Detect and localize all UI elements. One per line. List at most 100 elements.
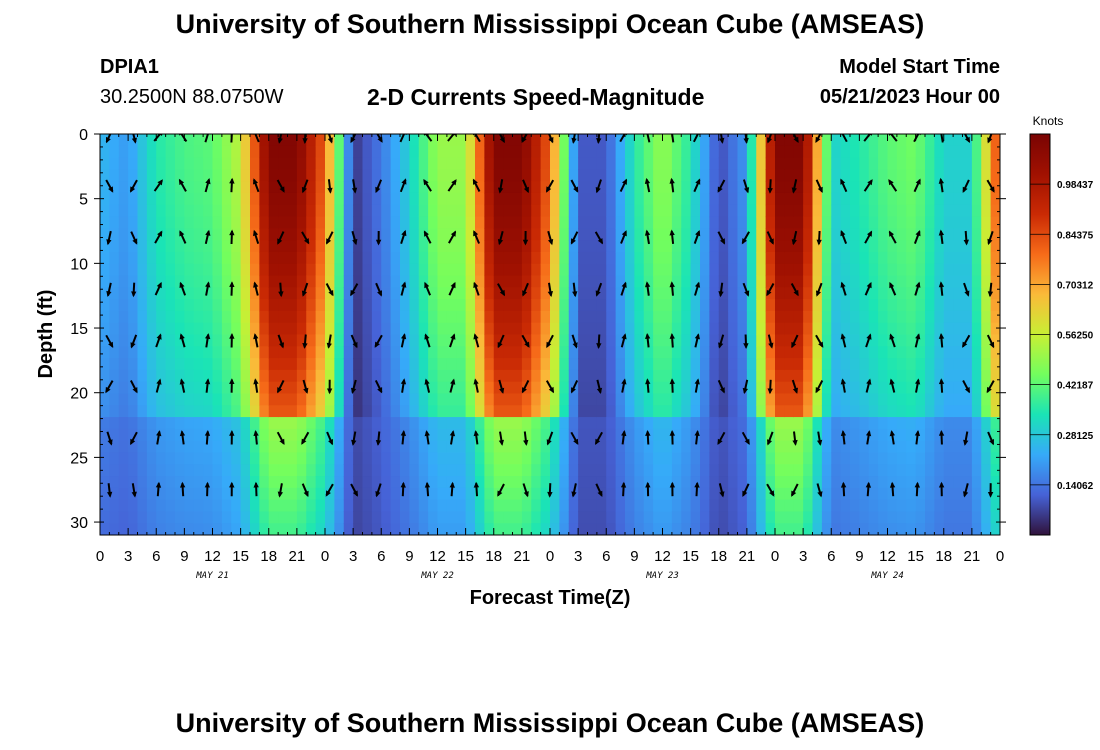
- heatmap-cell: [306, 369, 317, 383]
- heatmap-cell: [868, 499, 879, 513]
- heatmap-cell: [793, 346, 804, 359]
- heatmap-cell: [662, 204, 673, 218]
- heatmap-cell: [334, 157, 345, 170]
- heatmap-cell: [109, 440, 120, 454]
- heatmap-cell: [746, 476, 757, 489]
- heatmap-cell: [325, 322, 335, 336]
- heatmap-cell: [540, 464, 551, 477]
- heatmap-cell: [840, 523, 851, 535]
- heatmap-cell: [193, 216, 204, 229]
- heatmap-cell: [850, 487, 860, 501]
- heatmap-cell: [831, 393, 842, 406]
- heatmap-cell: [821, 181, 832, 194]
- heatmap-cell: [493, 405, 504, 418]
- heatmap-cell: [934, 134, 945, 147]
- heatmap-cell: [662, 511, 673, 524]
- heatmap-cell: [559, 310, 570, 324]
- heatmap-cell: [353, 452, 364, 465]
- heatmap-cell: [831, 499, 842, 513]
- heatmap-cell: [953, 299, 964, 312]
- heatmap-cell: [437, 192, 448, 206]
- heatmap-cell: [334, 523, 345, 535]
- heatmap-cell: [812, 452, 823, 465]
- heatmap-cell: [446, 299, 457, 312]
- vector-head: [866, 430, 872, 437]
- heatmap-cell: [268, 452, 279, 465]
- heatmap-cell: [634, 405, 645, 418]
- heatmap-cell: [606, 393, 617, 406]
- vector-head: [132, 238, 138, 245]
- heatmap-cell: [821, 334, 832, 347]
- heatmap-cell: [615, 251, 626, 265]
- heatmap-cell: [746, 381, 757, 395]
- heatmap-cell: [643, 499, 654, 513]
- heatmap-cell: [690, 240, 701, 253]
- heatmap-cell: [343, 476, 354, 489]
- heatmap-cell: [259, 369, 270, 383]
- heatmap-cell: [690, 310, 701, 324]
- heatmap-cell: [465, 299, 476, 312]
- heatmap-cell: [953, 275, 964, 288]
- heatmap-cell: [353, 310, 364, 324]
- heatmap-cell: [859, 346, 870, 359]
- heatmap-cell: [990, 346, 1000, 359]
- heatmap-cell: [231, 440, 242, 454]
- heatmap-cell: [615, 287, 626, 300]
- heatmap-cell: [962, 228, 973, 241]
- heatmap-cell: [821, 287, 832, 300]
- heatmap-cell: [456, 523, 467, 535]
- heatmap-cell: [165, 157, 176, 170]
- heatmap-cell: [456, 216, 467, 229]
- heatmap-cell: [625, 358, 635, 371]
- colorbar-tick-label: 0.28125: [1057, 431, 1094, 442]
- vector-head: [546, 341, 552, 349]
- heatmap-cell: [812, 523, 823, 535]
- heatmap-cell: [943, 452, 954, 465]
- heatmap-cell: [990, 169, 1000, 182]
- heatmap-cell: [671, 228, 682, 241]
- vector-head: [497, 490, 503, 497]
- heatmap-cell: [971, 381, 982, 395]
- heatmap-cell: [943, 310, 954, 324]
- heatmap-cell: [671, 216, 682, 229]
- heatmap-cell: [446, 204, 457, 218]
- heatmap-cell: [193, 487, 204, 501]
- heatmap-cell: [503, 157, 514, 170]
- heatmap-cell: [775, 145, 785, 159]
- heatmap-cell: [606, 487, 617, 501]
- heatmap-cell: [146, 369, 157, 383]
- vector-head: [450, 230, 456, 237]
- heatmap-cell: [503, 499, 514, 513]
- heatmap-cell: [146, 275, 157, 288]
- heatmap-cell: [296, 263, 307, 277]
- heatmap-cell: [409, 417, 420, 430]
- heatmap-cell: [737, 287, 748, 300]
- heatmap-cell: [165, 523, 176, 535]
- heatmap-cell: [268, 476, 279, 489]
- heatmap-cell: [250, 487, 260, 501]
- heatmap-cell: [221, 310, 232, 324]
- heatmap-cell: [287, 452, 298, 465]
- heatmap-cell: [137, 464, 148, 477]
- heatmap-cell: [784, 228, 795, 241]
- heatmap-cell: [550, 192, 560, 206]
- heatmap-cell: [615, 310, 626, 324]
- heatmap-cell: [278, 322, 289, 336]
- heatmap-cell: [193, 511, 204, 524]
- heatmap-cell: [803, 476, 814, 489]
- heatmap-cell: [803, 346, 814, 359]
- heatmap-cell: [775, 346, 785, 359]
- heatmap-cell: [428, 287, 439, 300]
- heatmap-cell: [625, 369, 635, 383]
- heatmap-cell: [953, 487, 964, 501]
- heatmap-cell: [437, 358, 448, 371]
- heatmap-cell: [821, 487, 832, 501]
- heatmap-cell: [718, 358, 729, 371]
- heatmap-cell: [962, 417, 973, 430]
- heatmap-cell: [962, 204, 973, 218]
- heatmap-cell: [306, 157, 317, 170]
- heatmap-cell: [559, 523, 570, 535]
- heatmap-cell: [456, 169, 467, 182]
- heatmap-cell: [756, 417, 767, 430]
- vector-shaft: [447, 134, 456, 142]
